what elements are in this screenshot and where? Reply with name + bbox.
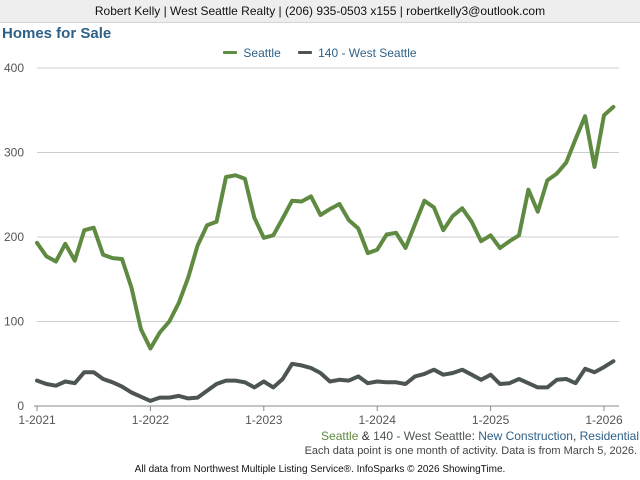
data-note: Each data point is one month of activity… bbox=[304, 445, 637, 457]
footer-attribution: All data from Northwest Multiple Listing… bbox=[134, 464, 506, 475]
series-line-seattle bbox=[35, 104, 616, 351]
series-lines bbox=[35, 104, 616, 403]
caption-amp: & bbox=[358, 429, 374, 443]
x-tick-label: 1-2024 bbox=[359, 413, 397, 427]
legend-item-west-seattle[interactable]: 140 - West Seattle bbox=[298, 46, 417, 60]
x-tick-label: 1-2021 bbox=[18, 413, 56, 427]
legend-swatch-seattle bbox=[223, 51, 238, 55]
legend-swatch-west-seattle bbox=[298, 51, 313, 55]
legend-label-seattle: Seattle bbox=[243, 46, 281, 60]
caption-segment-residential: Residential bbox=[579, 429, 639, 443]
chart-legend: Seattle 140 - West Seattle bbox=[0, 46, 640, 60]
contact-header: Robert Kelly | West Seattle Realty | (20… bbox=[0, 0, 640, 23]
x-tick-label: 1-2022 bbox=[132, 413, 170, 427]
chart-title: Homes for Sale bbox=[2, 25, 112, 42]
caption-segment-new-construction: New Construction bbox=[478, 429, 573, 443]
caption-comma: , bbox=[572, 429, 580, 443]
axes: 0 100 200 300 400 1-2021 1-2022 1-2023 1-2024 1-2… bbox=[4, 61, 623, 427]
chart-caption: Seattle & 140 - West Seattle: New Constr… bbox=[321, 429, 639, 443]
y-tick-label: 200 bbox=[4, 230, 24, 244]
y-tick-label: 100 bbox=[4, 315, 24, 329]
x-tick-label: 1-2026 bbox=[585, 413, 623, 427]
legend-item-seattle[interactable]: Seattle bbox=[223, 46, 281, 60]
grid-lines bbox=[37, 67, 619, 322]
contact-info: Robert Kelly | West Seattle Realty | (20… bbox=[94, 4, 546, 18]
caption-series-west-seattle: 140 - West Seattle bbox=[373, 429, 472, 443]
y-tick-label: 400 bbox=[4, 61, 24, 75]
caption-colon: : bbox=[471, 429, 479, 443]
y-tick-label: 0 bbox=[17, 399, 24, 413]
legend-label-west-seattle: 140 - West Seattle bbox=[318, 46, 417, 60]
x-tick-label: 1-2023 bbox=[245, 413, 283, 427]
x-tick-label: 1-2025 bbox=[472, 413, 510, 427]
y-tick-label: 300 bbox=[4, 146, 24, 160]
caption-series-seattle: Seattle bbox=[321, 429, 359, 443]
series-line-140-west-seattle bbox=[35, 359, 616, 403]
